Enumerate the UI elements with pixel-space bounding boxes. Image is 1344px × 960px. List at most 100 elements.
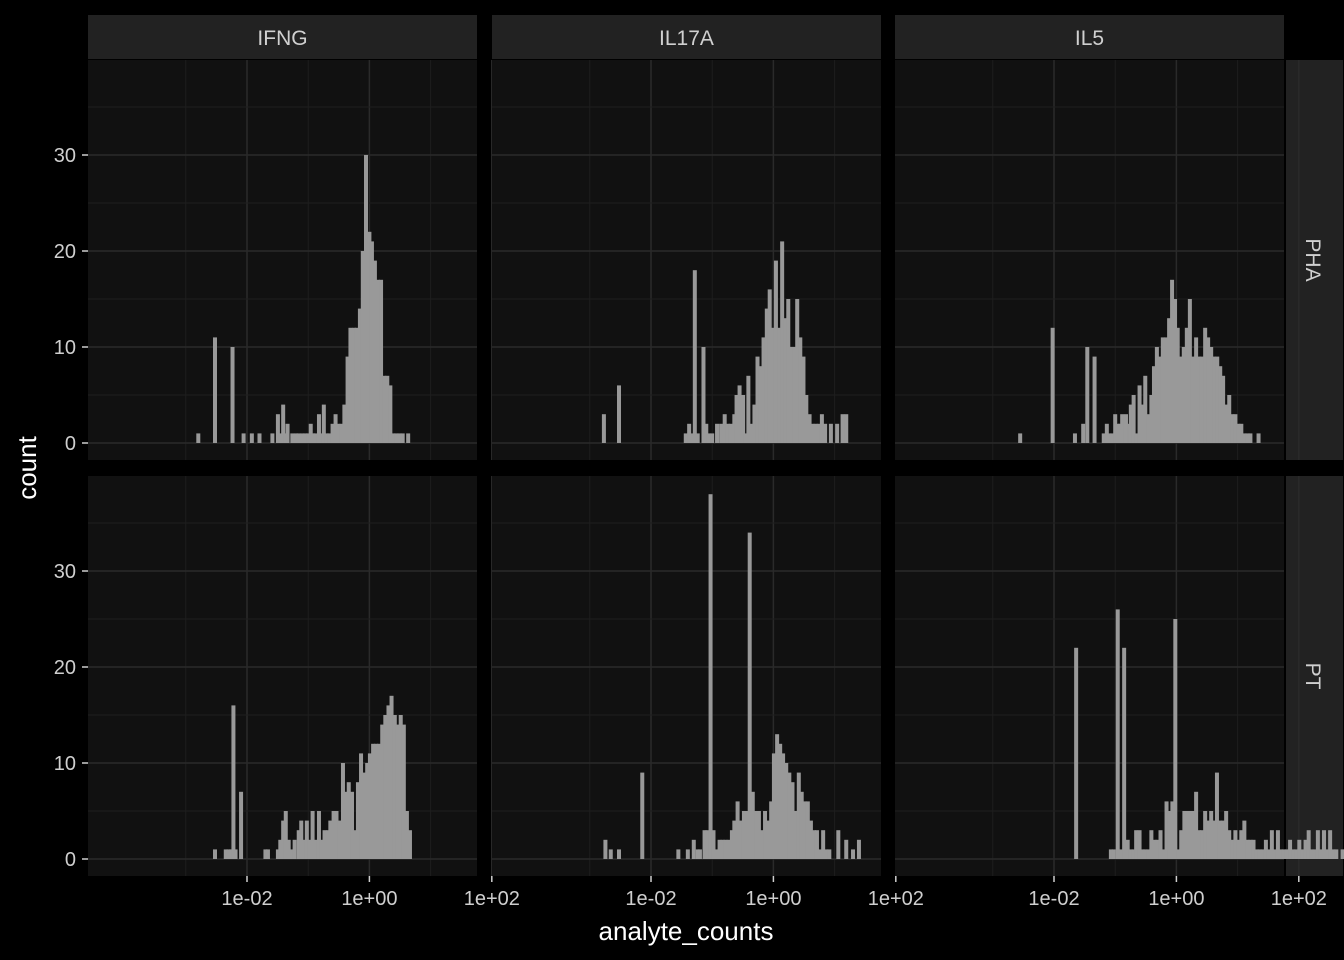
histogram-bar [325, 830, 330, 859]
histogram-bar [771, 753, 776, 859]
histogram-bar [1149, 830, 1154, 859]
histogram-bar [275, 849, 280, 859]
col-strip-label: IL5 [1075, 27, 1104, 50]
y-tick-label: 30 [54, 145, 76, 167]
histogram-bar [359, 753, 364, 859]
histogram-bar [770, 327, 775, 443]
histogram-bar [851, 849, 856, 859]
histogram-bar [400, 433, 405, 443]
histogram-bar [691, 839, 696, 859]
y-tick-label: 20 [54, 657, 76, 679]
histogram-bar [1146, 849, 1151, 859]
histogram-bar [1227, 830, 1232, 859]
histogram-bar [1194, 791, 1199, 859]
histogram-bar [1263, 839, 1268, 859]
histogram-bar [1092, 356, 1097, 443]
histogram-bar [1312, 849, 1317, 859]
histogram-bar [816, 423, 821, 443]
col-strip-label: IFNG [257, 27, 307, 50]
histogram-bar [734, 395, 739, 443]
histogram-bar [722, 414, 727, 443]
histogram-bar [1185, 811, 1190, 859]
histogram-bar [371, 743, 376, 859]
histogram-bar [778, 743, 783, 859]
histogram-bar [337, 820, 342, 859]
histogram-bar [369, 241, 374, 443]
histogram-bar [278, 433, 283, 443]
histogram-bar [401, 724, 406, 859]
histogram-bar [348, 327, 353, 443]
histogram-bar [239, 791, 244, 859]
histogram-bar [775, 734, 780, 859]
panel-background [895, 476, 1284, 876]
histogram-bar [380, 724, 385, 859]
histogram-bar [1181, 347, 1186, 443]
histogram-bar [750, 791, 755, 859]
histogram-bar [397, 433, 402, 443]
histogram-bar [321, 404, 326, 443]
histogram-bar [196, 433, 201, 443]
histogram-bar [1224, 811, 1229, 859]
histogram-bar [404, 811, 409, 859]
histogram-bar [1167, 811, 1172, 859]
histogram-bar [802, 801, 807, 859]
histogram-bar [290, 433, 295, 443]
histogram-bar [1245, 433, 1250, 443]
histogram-bar [1239, 423, 1244, 443]
histogram-bar [1164, 801, 1169, 859]
histogram-bar [1119, 849, 1124, 859]
histogram-bar [1221, 375, 1226, 443]
histogram-bar [793, 811, 798, 859]
histogram-bar [231, 705, 236, 859]
histogram-bar [1187, 299, 1192, 443]
histogram-bar [799, 791, 804, 859]
histogram-bar [1152, 839, 1157, 859]
histogram-bar [1239, 830, 1244, 859]
histogram-bar [1256, 433, 1261, 443]
histogram-bar [1230, 414, 1235, 443]
histogram-bar [1275, 830, 1280, 859]
histogram-bar [1309, 849, 1314, 859]
histogram-bar [230, 347, 235, 443]
histogram-bar [1242, 820, 1247, 859]
histogram-bar [372, 260, 377, 443]
histogram-bar [790, 782, 795, 859]
x-tick-label: 1e+00 [1148, 888, 1204, 910]
histogram-bar [683, 433, 688, 443]
histogram-bar [1137, 830, 1142, 859]
histogram-bar [732, 414, 737, 443]
histogram-bar [714, 849, 719, 859]
histogram-bar [603, 839, 608, 859]
histogram-bar [357, 308, 362, 443]
histogram-bar [1278, 849, 1283, 859]
histogram-bar [1284, 849, 1289, 859]
histogram-bar [296, 830, 301, 859]
histogram-bar [316, 811, 321, 859]
y-tick-label: 30 [54, 561, 76, 583]
histogram-bar [392, 715, 397, 859]
histogram-bar [828, 423, 833, 443]
histogram-bar [1154, 347, 1159, 443]
histogram-bar [1155, 839, 1160, 859]
histogram-bar [1128, 849, 1133, 859]
histogram-bar [1137, 385, 1142, 443]
histogram-bar [1260, 849, 1265, 859]
row-strip-label: PHA [1301, 238, 1324, 281]
histogram-bar [725, 423, 730, 443]
histogram-bar [804, 395, 809, 443]
histogram-bar [1199, 356, 1204, 443]
histogram-bar [374, 743, 379, 859]
histogram-bar [303, 433, 308, 443]
histogram-bar [406, 433, 411, 443]
histogram-bar [1122, 647, 1127, 859]
panel-il5-pt [895, 476, 1344, 876]
histogram-bar [759, 830, 764, 859]
histogram-bar [786, 299, 791, 443]
histogram-bar [1018, 433, 1023, 443]
histogram-bar [324, 433, 329, 443]
histogram-bar [1340, 849, 1344, 859]
histogram-bar [1315, 830, 1320, 859]
histogram-bar [1254, 849, 1259, 859]
histogram-bar [301, 839, 306, 859]
histogram-bar [212, 849, 217, 859]
